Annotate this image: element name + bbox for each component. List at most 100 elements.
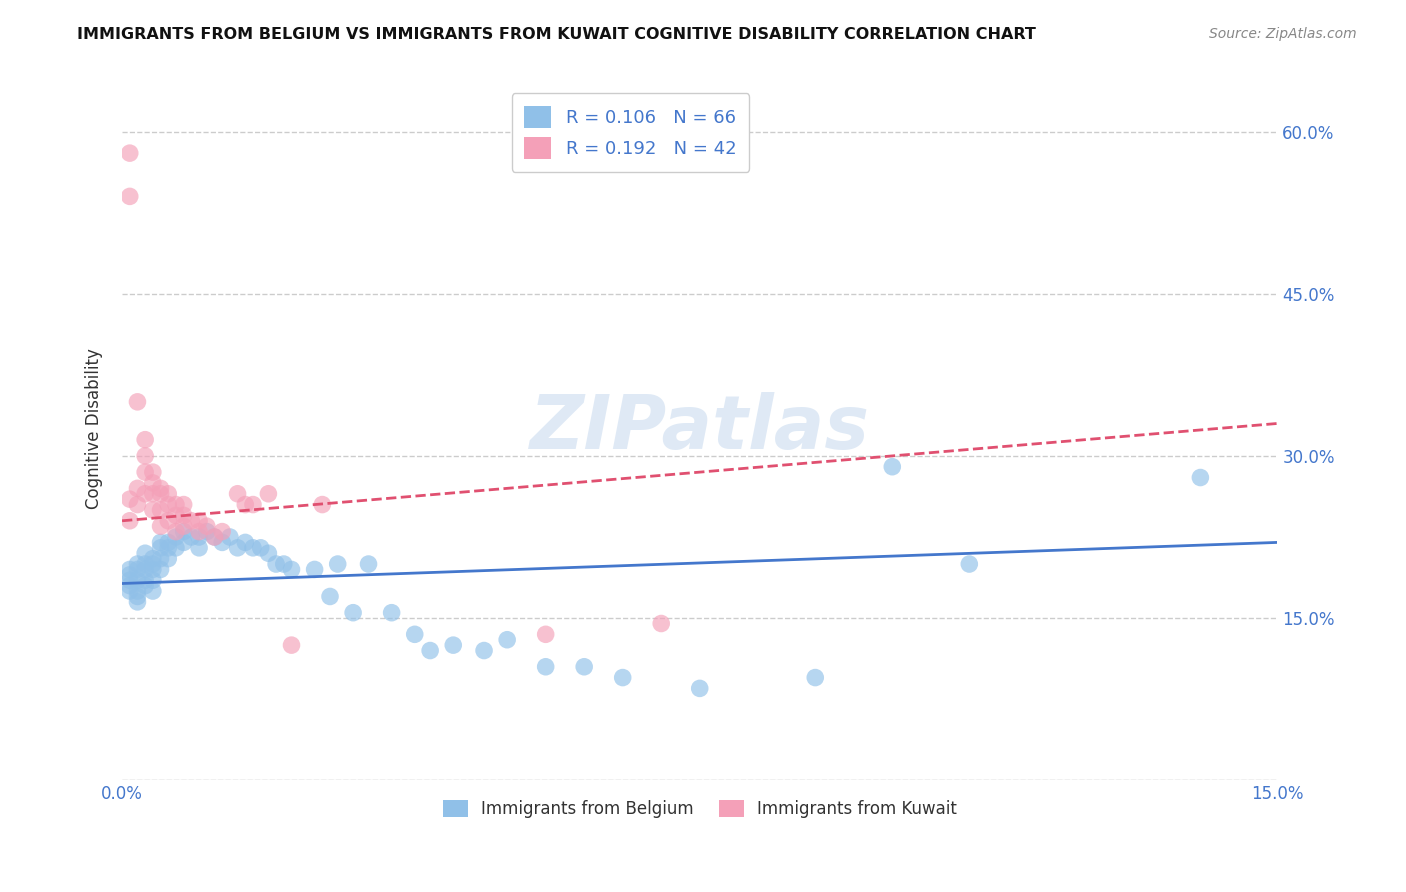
Point [134,465,156,479]
Point [280,638,302,652]
Point [118,189,141,203]
Point [957,557,980,571]
Point [142,475,165,490]
Point [404,627,426,641]
Point [142,562,165,576]
Point [572,659,595,673]
Point [149,503,172,517]
Point [149,519,172,533]
Point [127,574,149,588]
Point [165,498,187,512]
Point [127,590,149,604]
Point [173,508,195,523]
Point [180,530,202,544]
Point [211,535,233,549]
Point [127,595,149,609]
Point [142,574,165,588]
Point [127,481,149,495]
Point [188,541,211,555]
Point [204,530,226,544]
Point [173,519,195,533]
Point [127,562,149,576]
Point [149,481,172,495]
Point [249,541,271,555]
Point [304,562,326,576]
Point [319,590,342,604]
Point [142,465,165,479]
Point [441,638,464,652]
Text: ZIPatlas: ZIPatlas [530,392,870,466]
Point [127,498,149,512]
Point [257,487,280,501]
Point [280,562,302,576]
Point [180,514,202,528]
Point [165,541,187,555]
Point [326,557,349,571]
Point [127,557,149,571]
Point [118,579,141,593]
Point [882,459,904,474]
Point [149,541,172,555]
Point [195,519,218,533]
Point [257,546,280,560]
Point [188,524,211,539]
Point [534,627,557,641]
Point [165,508,187,523]
Point [188,514,211,528]
Text: IMMIGRANTS FROM BELGIUM VS IMMIGRANTS FROM KUWAIT COGNITIVE DISABILITY CORRELATI: IMMIGRANTS FROM BELGIUM VS IMMIGRANTS FR… [77,27,1036,42]
Point [311,498,333,512]
Point [142,584,165,599]
Point [204,530,226,544]
Point [118,146,141,161]
Point [211,524,233,539]
Point [157,514,180,528]
Point [226,541,249,555]
Point [804,671,827,685]
Point [142,557,165,571]
Point [127,394,149,409]
Point [142,503,165,517]
Point [134,546,156,560]
Point [118,567,141,582]
Point [118,584,141,599]
Point [173,535,195,549]
Point [472,643,495,657]
Point [134,557,156,571]
Point [157,487,180,501]
Point [242,498,264,512]
Point [219,530,242,544]
Point [233,535,256,549]
Point [419,643,441,657]
Point [534,659,557,673]
Point [157,498,180,512]
Y-axis label: Cognitive Disability: Cognitive Disability [86,349,103,509]
Point [165,524,187,539]
Point [134,562,156,576]
Point [157,551,180,566]
Point [381,606,404,620]
Point [689,681,711,696]
Point [134,487,156,501]
Point [118,574,141,588]
Point [188,530,211,544]
Point [157,541,180,555]
Point [142,551,165,566]
Point [195,524,218,539]
Point [273,557,295,571]
Point [342,606,364,620]
Text: Source: ZipAtlas.com: Source: ZipAtlas.com [1209,27,1357,41]
Point [118,514,141,528]
Point [149,535,172,549]
Point [650,616,672,631]
Point [233,498,256,512]
Point [165,530,187,544]
Point [118,562,141,576]
Point [149,487,172,501]
Point [173,498,195,512]
Legend: Immigrants from Belgium, Immigrants from Kuwait: Immigrants from Belgium, Immigrants from… [436,793,963,825]
Point [264,557,287,571]
Point [118,492,141,507]
Point [242,541,264,555]
Point [612,671,634,685]
Point [496,632,519,647]
